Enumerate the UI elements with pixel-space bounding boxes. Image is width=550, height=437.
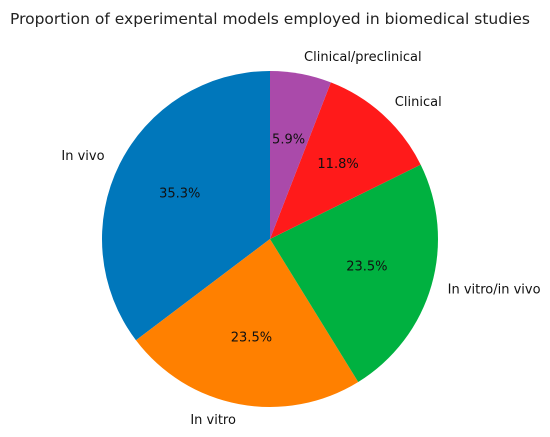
slice-label: In vivo (61, 149, 104, 164)
slice-percent-label: 11.8% (317, 157, 358, 172)
pie-slice (270, 71, 331, 239)
pie-slice (135, 239, 359, 407)
chart-title: Proportion of experimental models employ… (10, 10, 530, 28)
pie-labels: In vivo 35.3% In vitro 23.5% In vitro/in viv… (61, 50, 540, 428)
slice-label: Clinical/preclinical (304, 50, 422, 65)
pie-slices (102, 71, 438, 407)
slice-label: In vitro (190, 413, 236, 428)
pie-slice (270, 82, 421, 240)
slice-percent-label: 35.3% (159, 187, 200, 202)
pie-slice (270, 164, 438, 382)
slice-percent-label: 5.9% (272, 132, 305, 147)
slice-percent-label: 23.5% (231, 331, 272, 346)
slice-percent-label: 23.5% (346, 259, 387, 274)
slice-label: Clinical (395, 95, 442, 110)
slice-label: In vitro/in vivo (448, 282, 541, 297)
pie-slice (102, 71, 271, 341)
